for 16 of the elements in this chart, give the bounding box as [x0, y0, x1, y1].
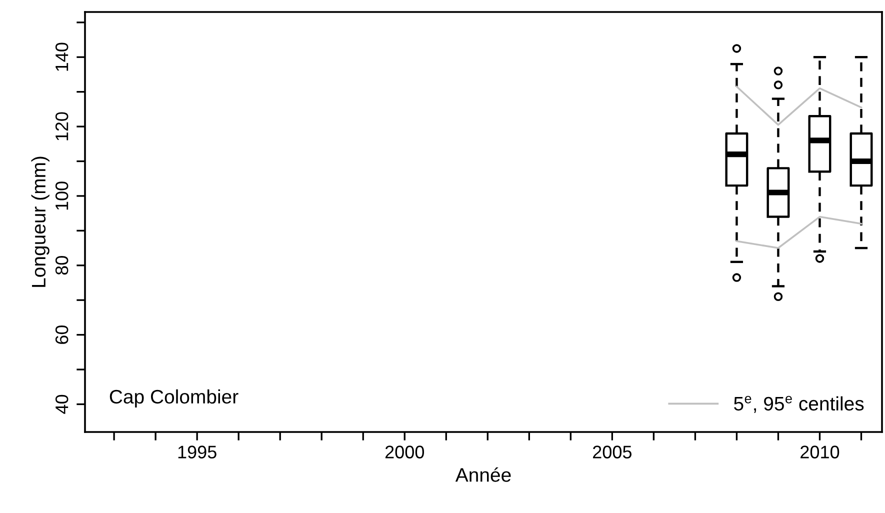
- y-tick-label: 140: [55, 42, 68, 71]
- y-tick-label: 80: [55, 256, 68, 275]
- y-tick-label: 100: [55, 182, 68, 210]
- y-tick-label: 40: [55, 394, 68, 414]
- y-axis-title: Longueur (mm): [31, 156, 50, 287]
- x-axis-title: Année: [455, 467, 511, 482]
- x-tick-label: 2000: [385, 446, 424, 458]
- annotation: Cap Colombier: [110, 389, 238, 408]
- y-tick-label: 120: [55, 112, 68, 140]
- x-tick-label: 2010: [800, 446, 840, 458]
- line-series: [736, 216, 862, 249]
- line-series: [736, 86, 862, 126]
- x-tick-label: 2005: [593, 446, 632, 458]
- legend-label: 5$^{e}$, 95$^{e}$ centiles: [734, 396, 864, 413]
- x-tick-label: 1995: [178, 446, 216, 458]
- y-tick-label: 60: [55, 325, 68, 344]
